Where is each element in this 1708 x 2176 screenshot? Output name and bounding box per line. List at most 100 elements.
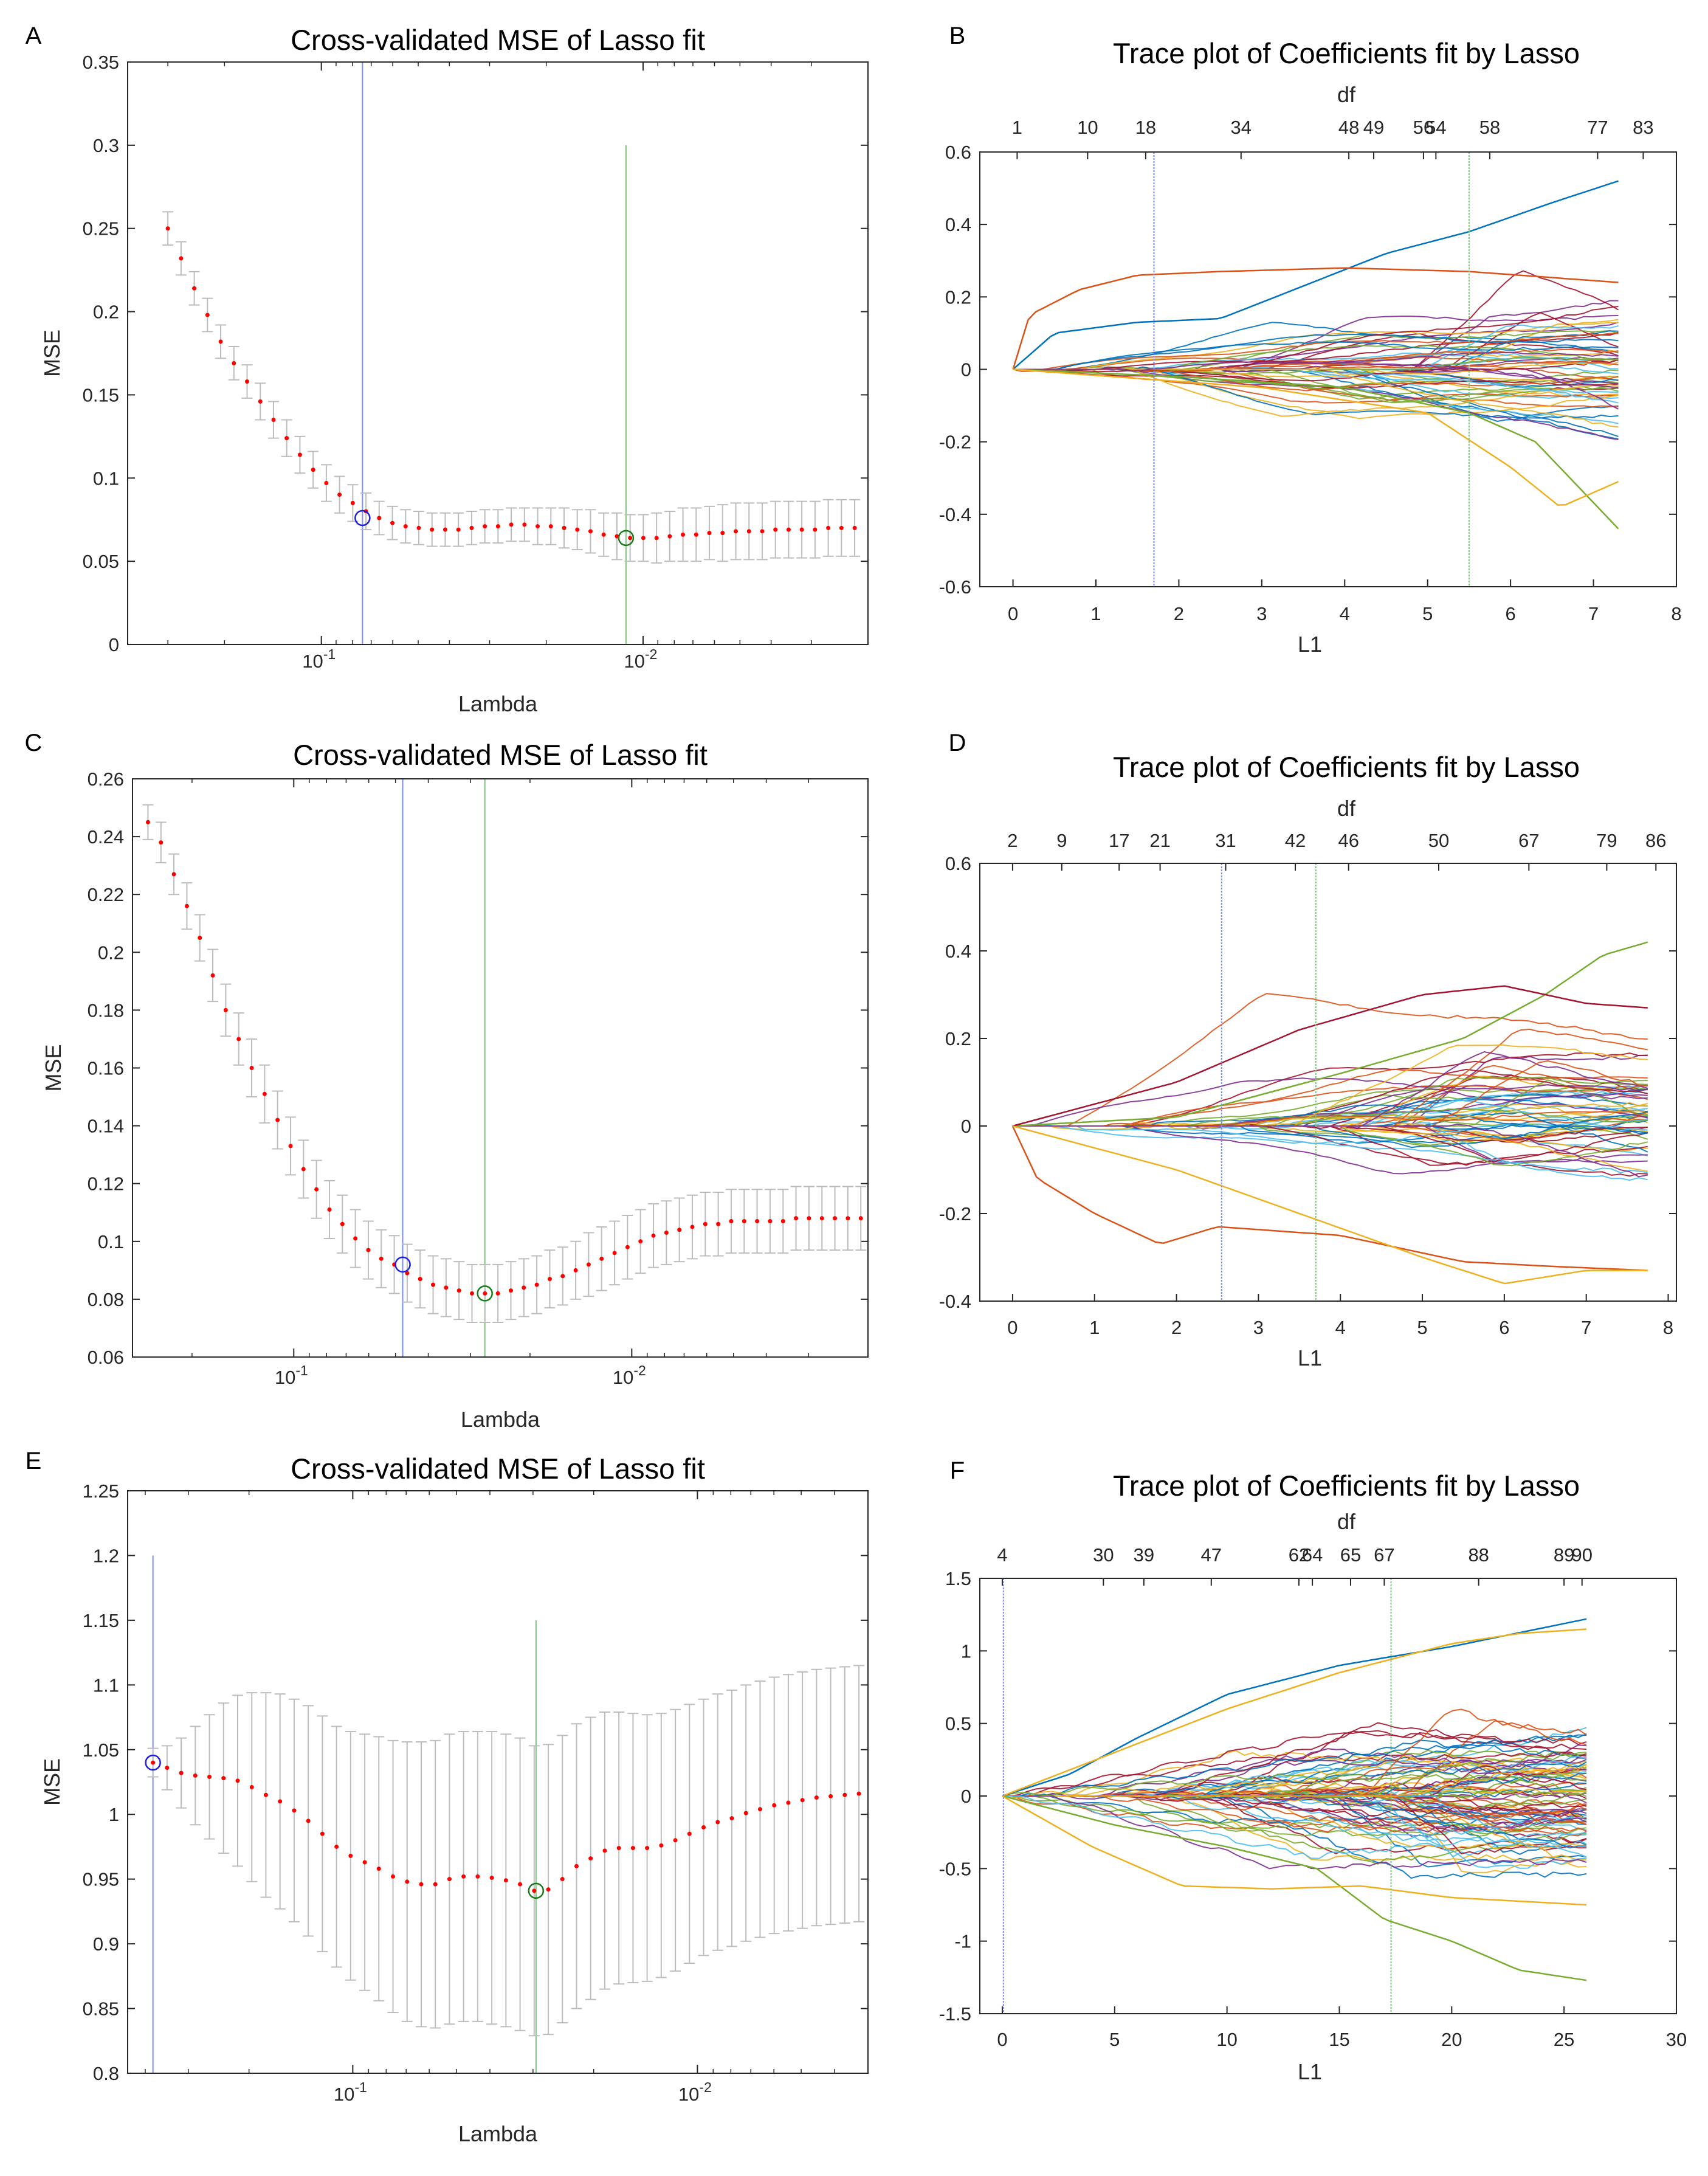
coef-path <box>1013 359 1619 382</box>
mse-point <box>546 1887 551 1892</box>
y-tick-label: 1.15 <box>83 1610 119 1631</box>
mse-point <box>340 1221 345 1226</box>
mse-point <box>586 1262 591 1267</box>
df-tick-label: 90 <box>1571 1544 1592 1566</box>
x-tick-label: 4 <box>1340 603 1350 624</box>
mse-point <box>715 1820 720 1825</box>
one-se-marker <box>394 1256 411 1273</box>
df-tick-label: 88 <box>1468 1544 1489 1566</box>
mse-point <box>667 534 672 539</box>
mse-point <box>275 1117 280 1122</box>
mse-point <box>198 936 202 941</box>
mse-point <box>320 1831 325 1836</box>
mse-point <box>852 525 857 530</box>
mse-point <box>814 1795 819 1800</box>
y-tick-label: 0.4 <box>945 214 971 235</box>
x-tick-label: 10-2 <box>678 2079 712 2105</box>
mse-point <box>431 1282 436 1287</box>
mse-point <box>503 1878 508 1883</box>
y-tick-label: 0.25 <box>83 218 119 240</box>
panel-letter: B <box>949 22 966 49</box>
x-tick-label: 3 <box>1253 1317 1264 1338</box>
y-tick-label: 0.14 <box>88 1116 124 1137</box>
y-tick-label: 0.5 <box>945 1713 971 1735</box>
x-tick-label: 4 <box>1335 1317 1346 1338</box>
mse-point <box>405 1879 410 1884</box>
y-tick-label: -0.6 <box>939 576 971 598</box>
panel-letter: C <box>25 730 43 756</box>
mse-point <box>757 1807 762 1812</box>
mse-point <box>245 379 250 384</box>
mse-point <box>615 534 619 539</box>
y-tick-label: 0.8 <box>93 2063 119 2084</box>
x-tick-label: 0 <box>997 2029 1007 2050</box>
x-tick-label: 8 <box>1671 603 1681 624</box>
mse-point <box>548 524 553 529</box>
mse-point <box>495 524 500 529</box>
mse-point <box>444 1285 449 1290</box>
coef-path-highlight <box>1002 1795 1587 1906</box>
mse-point <box>794 1216 799 1221</box>
df-tick-label: 65 <box>1340 1544 1361 1566</box>
x-axis-label: Lambda <box>458 691 538 716</box>
mse-point <box>362 1860 367 1865</box>
y-tick-label: 0.18 <box>88 1000 124 1021</box>
df-tick-label: 64 <box>1302 1544 1323 1566</box>
mse-point <box>433 1882 438 1887</box>
df-tick-label: 34 <box>1231 117 1252 138</box>
coef-path-highlight <box>1013 368 1619 530</box>
mse-point <box>819 1216 824 1221</box>
df-label: df <box>1337 1509 1356 1534</box>
mse-point <box>314 1187 319 1192</box>
df-tick-label: 67 <box>1518 830 1539 851</box>
mse-point <box>800 1798 805 1803</box>
mse-point <box>301 1167 306 1172</box>
mse-point <box>348 1853 353 1858</box>
mse-point <box>235 1778 240 1783</box>
x-tick-label: 10-1 <box>302 646 336 672</box>
panel-letter: F <box>950 1457 965 1484</box>
coef-path <box>1002 1761 1587 1798</box>
x-tick-label: 5 <box>1417 1317 1427 1338</box>
mse-point <box>447 1877 452 1882</box>
mse-point <box>681 532 686 537</box>
x-axis-label: Lambda <box>461 1407 540 1432</box>
min-mse-marker <box>618 530 635 547</box>
coef-path-highlight <box>1012 1125 1648 1285</box>
x-tick-label: 10-1 <box>275 1363 308 1388</box>
y-tick-label: 0.24 <box>88 826 124 848</box>
mse-point <box>673 1838 678 1843</box>
mse-point <box>729 1219 734 1224</box>
coef-path <box>1013 341 1619 370</box>
mse-point <box>456 1288 461 1293</box>
x-tick-label: 6 <box>1499 1317 1509 1338</box>
one-se-marker <box>145 1754 161 1771</box>
mse-point <box>694 532 698 537</box>
mse-point <box>489 1876 494 1881</box>
mse-point <box>601 532 606 537</box>
panel-A: A Cross-validated MSE of Lasso fit 0 0.05 0.… <box>26 22 869 716</box>
mse-point <box>707 531 712 536</box>
mse-point <box>534 1282 539 1287</box>
coef-path <box>1002 1763 1587 1797</box>
mse-point <box>743 1811 748 1815</box>
mse-point <box>350 500 355 505</box>
mse-point <box>416 525 421 530</box>
mse-point <box>786 1800 791 1805</box>
df-tick-label: 46 <box>1338 830 1358 851</box>
y-tick-label: -0.5 <box>939 1858 971 1879</box>
panel-F: F Trace plot of Coefficients fit by Lasso… <box>939 1457 1687 2084</box>
chart-title: Cross-validated MSE of Lasso fit <box>291 24 705 56</box>
x-tick-label: 5 <box>1109 2029 1120 2050</box>
y-tick-label: 0.16 <box>88 1058 124 1079</box>
x-tick-label: 10-1 <box>334 2079 367 2105</box>
y-tick-label: 0 <box>109 634 119 655</box>
mse-point <box>690 1224 695 1229</box>
coef-path <box>1013 361 1619 389</box>
x-axis-label: Lambda <box>458 2121 538 2146</box>
df-tick-label: 18 <box>1135 117 1156 138</box>
x-axis-label: L1 <box>1298 632 1322 657</box>
mse-point <box>184 903 189 908</box>
y-tick-label: 1 <box>109 1804 119 1825</box>
df-tick-label: 39 <box>1134 1544 1154 1566</box>
